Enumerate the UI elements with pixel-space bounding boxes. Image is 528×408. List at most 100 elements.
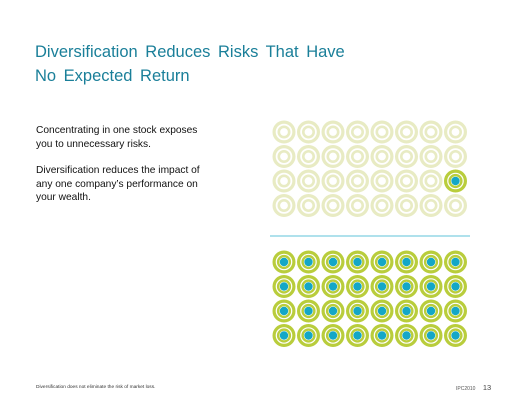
pale-outer-ring: [394, 169, 418, 193]
green-inner-ring: [423, 279, 439, 294]
pale-outer-ring: [321, 120, 345, 144]
pale-inner-ring: [277, 149, 291, 163]
pale-inner-ring: [301, 125, 315, 139]
green-outer-ring: [419, 250, 443, 274]
green-inner-ring: [301, 328, 316, 343]
title-line-1: Diversification Reduces Risks That Have: [35, 43, 345, 61]
blue-dot: [304, 282, 313, 291]
blue-dot: [402, 331, 411, 340]
green-inner-ring: [399, 254, 414, 270]
green-inner-ring: [350, 303, 365, 319]
page-number: 13: [482, 383, 492, 392]
pale-outer-ring: [297, 169, 320, 193]
blue-dot: [451, 257, 460, 267]
pale-outer-ring: [370, 120, 394, 144]
green-outer-ring: [444, 324, 468, 348]
blue-dot: [328, 257, 338, 267]
blue-dot: [426, 257, 436, 267]
pale-inner-ring: [400, 174, 414, 188]
pale-inner-ring: [424, 199, 438, 213]
green-outer-ring: [394, 250, 418, 274]
pale-outer-ring: [321, 145, 345, 168]
body-line: any one company’s performance on: [36, 178, 198, 190]
blue-dot: [328, 282, 338, 291]
body-text: Concentrating in one stock exposes you t…: [36, 124, 236, 218]
pale-inner-ring: [375, 149, 389, 163]
blue-dot: [279, 306, 289, 316]
blue-dot: [402, 282, 411, 291]
green-inner-ring: [423, 328, 439, 343]
pale-outer-ring: [272, 169, 296, 193]
pale-inner-ring: [301, 174, 315, 188]
green-inner-ring: [325, 328, 341, 343]
pale-outer-ring: [297, 193, 320, 217]
pale-outer-ring: [370, 193, 394, 217]
blue-dot: [377, 331, 387, 340]
title-line-2: No Expected Return: [35, 67, 190, 85]
blue-dot: [402, 306, 411, 316]
pale-inner-ring: [326, 149, 340, 163]
pale-outer-ring: [272, 120, 296, 144]
green-outer-ring: [419, 324, 443, 348]
pale-inner-ring: [277, 199, 291, 213]
blue-dot: [451, 306, 460, 316]
body-line: Concentrating in one stock exposes: [36, 125, 198, 136]
blue-dot: [353, 306, 362, 316]
pale-inner-ring: [351, 199, 365, 213]
body-line: Diversification reduces the impact of: [36, 165, 200, 177]
green-inner-ring: [301, 303, 316, 319]
green-outer-ring: [444, 275, 468, 299]
green-outer-ring: [370, 324, 394, 348]
pale-outer-ring: [272, 145, 296, 168]
green-inner-ring: [399, 328, 414, 343]
pale-inner-ring: [424, 149, 438, 163]
pale-outer-ring: [297, 120, 320, 144]
pale-inner-ring: [326, 125, 340, 139]
green-outer-ring: [321, 324, 345, 348]
pale-inner-ring: [449, 149, 463, 163]
blue-dot: [426, 306, 436, 316]
copyright-label: IPC2010: [456, 386, 476, 392]
green-outer-ring: [321, 250, 345, 274]
blue-dot: [451, 331, 460, 340]
green-inner-ring: [448, 173, 463, 189]
green-outer-ring: [394, 324, 418, 348]
green-inner-ring: [448, 328, 463, 343]
green-outer-ring: [321, 299, 345, 323]
blue-dot: [279, 282, 289, 291]
blue-dot: [426, 282, 436, 291]
green-outer-ring: [297, 324, 320, 348]
green-inner-ring: [325, 279, 341, 294]
green-outer-ring: [272, 250, 296, 274]
green-outer-ring: [272, 299, 296, 323]
pale-outer-ring: [272, 193, 296, 217]
blue-dot: [304, 257, 313, 267]
pale-outer-ring: [370, 145, 394, 168]
pale-inner-ring: [375, 199, 389, 213]
green-outer-ring: [272, 275, 296, 299]
footnote: Diversification does not eliminate the r…: [36, 385, 156, 390]
pale-outer-ring: [444, 193, 468, 217]
blue-dot: [451, 282, 460, 291]
pale-inner-ring: [301, 199, 315, 213]
slide-footer: IPC2010 13: [456, 383, 491, 392]
green-outer-ring: [370, 275, 394, 299]
green-inner-ring: [399, 279, 414, 294]
pale-inner-ring: [277, 125, 291, 139]
pale-outer-ring: [419, 145, 443, 168]
pale-inner-ring: [375, 125, 389, 139]
body-line: you to unnecessary risks.: [36, 138, 151, 150]
green-inner-ring: [276, 328, 292, 343]
body-paragraph-1: Concentrating in one stock exposes you t…: [36, 124, 236, 151]
green-inner-ring: [374, 328, 390, 343]
green-outer-ring: [345, 275, 369, 299]
diversification-graphic: [270, 120, 470, 348]
blue-dot: [377, 306, 387, 316]
pale-outer-ring: [419, 193, 443, 217]
green-inner-ring: [276, 279, 292, 294]
green-inner-ring: [448, 279, 463, 294]
pale-outer-ring: [419, 169, 443, 193]
green-inner-ring: [276, 303, 292, 319]
pale-inner-ring: [375, 174, 389, 188]
green-outer-ring: [321, 275, 345, 299]
